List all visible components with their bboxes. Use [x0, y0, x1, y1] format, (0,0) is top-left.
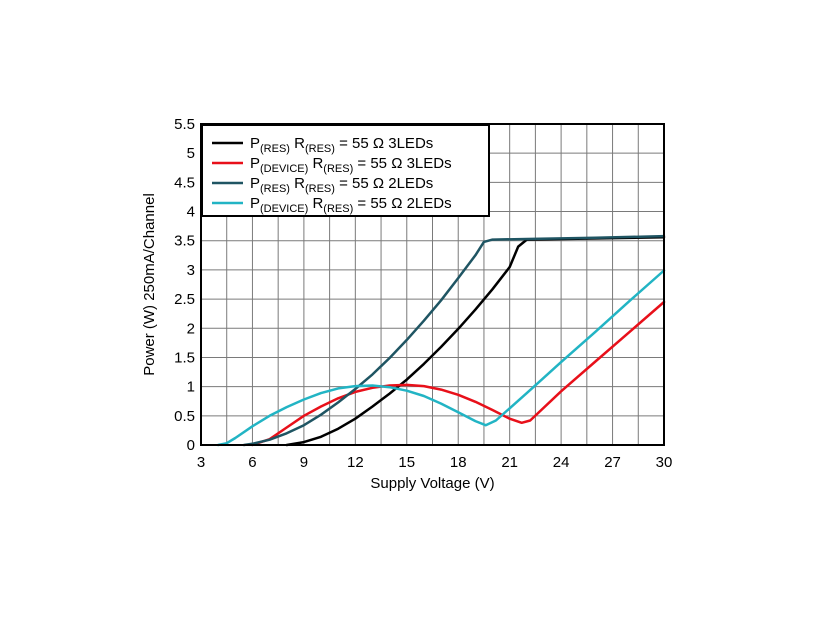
- y-tick-labels: 0 0.5 1 1.5 2 2.5 3 3.5 4 4.5 5 5.5: [174, 116, 195, 454]
- legend-entry: P(RES) R(RES) = 55 Ω 3LEDs: [250, 135, 433, 155]
- x-tick-label: 21: [501, 454, 518, 471]
- y-tick-label: 4.5: [174, 174, 195, 191]
- series-line-4: [216, 269, 666, 447]
- x-tick-label: 18: [450, 454, 467, 471]
- x-tick-label: 27: [604, 454, 621, 471]
- legend-entry: P(DEVICE) R(RES) = 55 Ω 2LEDs: [250, 195, 452, 215]
- legend-entry: P(DEVICE) R(RES) = 55 Ω 3LEDs: [250, 155, 452, 175]
- y-tick-label: 4: [187, 204, 195, 221]
- x-tick-label: 15: [398, 454, 415, 471]
- series-lines: [216, 234, 666, 447]
- y-tick-label: 5.5: [174, 116, 195, 133]
- y-tick-label: 3: [187, 262, 195, 279]
- y-axis-label: Power (W) 250mA/Channel: [141, 193, 158, 376]
- y-tick-label: 5: [187, 145, 195, 162]
- x-tick-labels: 3 6 9 12 15 18 21 24 27 30: [197, 454, 673, 471]
- y-tick-label: 2.5: [174, 291, 195, 308]
- x-tick-label: 3: [197, 454, 205, 471]
- x-axis-label: Supply Voltage (V): [370, 475, 494, 492]
- x-tick-label: 24: [553, 454, 570, 471]
- y-tick-label: 0.5: [174, 408, 195, 425]
- x-tick-label: 6: [248, 454, 256, 471]
- y-tick-label: 0: [187, 437, 195, 454]
- x-tick-label: 9: [300, 454, 308, 471]
- x-tick-label: 30: [656, 454, 673, 471]
- legend-box: [201, 124, 490, 217]
- y-tick-label: 1.5: [174, 349, 195, 366]
- y-tick-label: 1: [187, 379, 195, 396]
- series-line-2: [251, 300, 666, 447]
- x-tick-label: 12: [347, 454, 364, 471]
- series-line-1: [285, 235, 666, 447]
- legend-entry: P(RES) R(RES) = 55 Ω 2LEDs: [250, 175, 433, 195]
- series-line-3: [242, 234, 666, 447]
- y-tick-label: 3.5: [174, 233, 195, 250]
- y-tick-label: 2: [187, 320, 195, 337]
